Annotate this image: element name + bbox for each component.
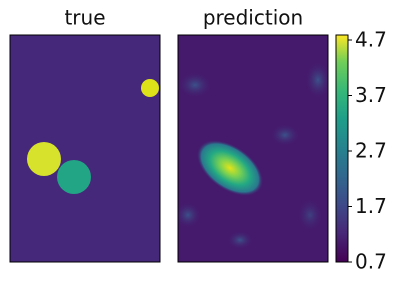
field <box>178 60 328 250</box>
blob <box>141 79 159 97</box>
blob <box>27 142 61 176</box>
colorbar-tick-label: 2.7 <box>355 138 387 162</box>
prediction-panel: prediction <box>177 6 329 263</box>
blob <box>178 201 202 229</box>
colorbar: 0.7 1.7 2.7 3.7 4.7 <box>335 27 387 274</box>
blob <box>57 160 91 194</box>
panel-title: true <box>64 6 105 30</box>
colorbar-tick-label: 3.7 <box>355 83 387 107</box>
true-panel: true <box>9 6 161 263</box>
colorbar-tick-label: 4.7 <box>355 27 387 51</box>
colorbar-tick-label: 0.7 <box>355 250 387 274</box>
blob <box>226 230 254 250</box>
blob <box>296 197 324 233</box>
blob <box>304 60 328 100</box>
blob <box>196 139 264 197</box>
blob <box>178 71 213 99</box>
colorbar-tick-label: 1.7 <box>355 194 387 218</box>
colorbar-body <box>335 34 349 263</box>
panel-title: prediction <box>203 6 303 30</box>
blob <box>269 123 301 147</box>
panel-frame <box>177 34 329 263</box>
